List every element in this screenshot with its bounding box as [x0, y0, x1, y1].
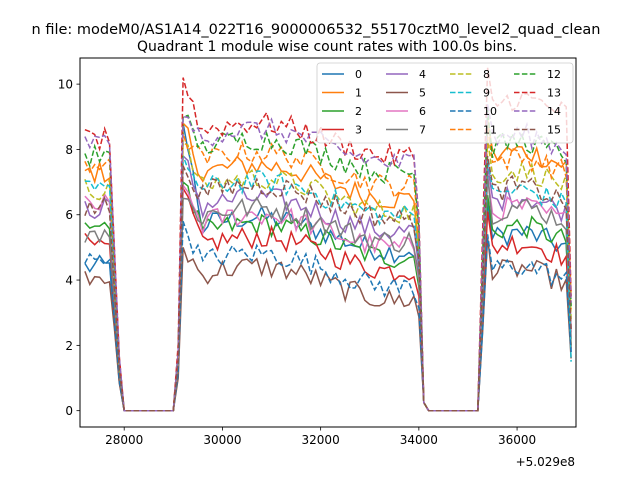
legend-label-10: 10 [483, 105, 497, 118]
y-tick-label: 0 [65, 404, 73, 418]
series-line-11 [84, 126, 572, 412]
x-tick-label: 34000 [400, 433, 438, 447]
figure-title: n file: modeM0/AS1A14_022T16_9000006532_… [32, 22, 601, 38]
x-tick-label: 28000 [105, 433, 143, 447]
y-tick-label: 2 [65, 339, 73, 353]
legend-label-7: 7 [419, 124, 426, 137]
x-axis: 28000 30000 32000 34000 36000 [105, 427, 536, 447]
series-line-6 [84, 175, 572, 412]
legend-label-0: 0 [355, 68, 362, 81]
y-tick-label: 10 [58, 78, 73, 92]
series-line-2 [84, 180, 572, 412]
y-tick-label: 6 [65, 208, 73, 222]
legend-label-13: 13 [547, 87, 561, 100]
legend-label-3: 3 [355, 124, 362, 137]
legend-label-2: 2 [355, 105, 362, 118]
legend-box [316, 62, 574, 144]
series-lines [84, 67, 572, 412]
legend-label-12: 12 [547, 68, 561, 81]
legend-label-11: 11 [483, 124, 497, 137]
legend-label-14: 14 [547, 105, 561, 118]
series-line-1 [84, 119, 572, 412]
series-line-14 [84, 103, 572, 412]
series-line-15 [84, 155, 572, 412]
axes-title: Quadrant 1 module wise count rates with … [137, 39, 517, 55]
legend-label-9: 9 [483, 87, 490, 100]
series-line-9 [84, 155, 572, 412]
series-line-5 [84, 237, 572, 412]
series-line-0 [84, 123, 572, 412]
x-offset-label: +5.029e8 [516, 455, 575, 469]
legend-label-15: 15 [547, 124, 561, 137]
legend-label-6: 6 [419, 105, 426, 118]
series-line-8 [84, 139, 572, 412]
series-line-12 [84, 110, 572, 412]
x-tick-label: 36000 [498, 433, 536, 447]
x-tick-label: 30000 [203, 433, 241, 447]
series-line-4 [84, 154, 572, 412]
series-line-7 [84, 175, 572, 412]
series-line-10 [84, 221, 572, 412]
legend-label-8: 8 [483, 68, 490, 81]
plot-frame [79, 57, 577, 428]
x-tick-label: 32000 [302, 433, 340, 447]
y-axis: 0 2 4 6 8 10 [58, 78, 80, 418]
legend-label-5: 5 [419, 87, 426, 100]
y-tick-label: 4 [65, 274, 73, 288]
legend-label-4: 4 [419, 68, 426, 81]
y-tick-label: 8 [65, 143, 73, 157]
legend-label-1: 1 [355, 87, 362, 100]
